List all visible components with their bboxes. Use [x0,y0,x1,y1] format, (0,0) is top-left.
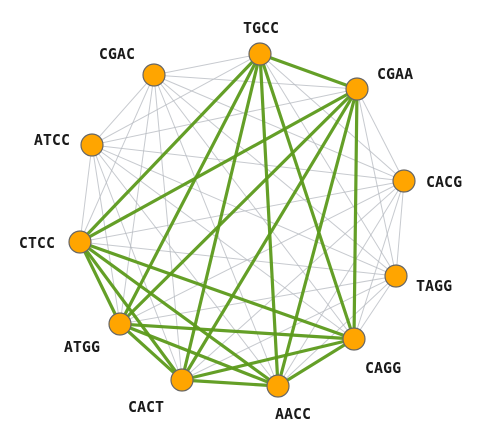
node-label-aacc: AACC [275,405,311,423]
node-label-tgcc: TGCC [243,19,279,37]
node-ctcc [69,231,91,253]
node-atcc [81,134,103,156]
edge-atcc-cgac [92,75,154,145]
node-atgg [109,313,131,335]
node-aacc [267,375,289,397]
node-tagg [385,265,407,287]
node-cact [171,369,193,391]
node-label-cgac: CGAC [99,45,135,63]
node-label-cacg: CACG [426,173,462,191]
node-tgcc [249,43,271,65]
node-label-tagg: TAGG [416,277,452,295]
strong-edge-ctcc-cact [80,242,182,380]
node-label-cgaa: CGAA [377,65,413,83]
node-cgac [143,64,165,86]
strong-edge-cgaa-cagg [354,89,357,339]
node-cacg [393,170,415,192]
label-layer: TGCC CGAA CACG TAGG CAGG AACC CACT ATGG CTCC ATCC… [19,19,462,423]
edge-cgaa-cacg [357,89,404,181]
node-label-cact: CACT [128,398,164,416]
node-cgaa [346,78,368,100]
node-label-ctcc: CTCC [19,234,55,252]
edge-cgaa-atcc [92,89,357,145]
node-label-atcc: ATCC [34,131,70,149]
edge-cacg-cagg [354,181,404,339]
edge-cacg-aacc [278,181,404,386]
strong-edge-layer [80,54,357,386]
node-cagg [343,328,365,350]
node-label-atgg: ATGG [64,338,100,356]
strong-edge-atgg-cact [120,324,182,380]
node-label-cagg: CAGG [365,359,401,377]
